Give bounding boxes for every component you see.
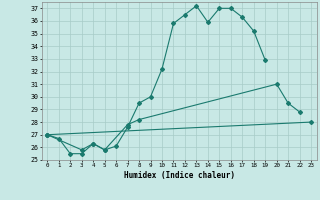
X-axis label: Humidex (Indice chaleur): Humidex (Indice chaleur) [124, 171, 235, 180]
